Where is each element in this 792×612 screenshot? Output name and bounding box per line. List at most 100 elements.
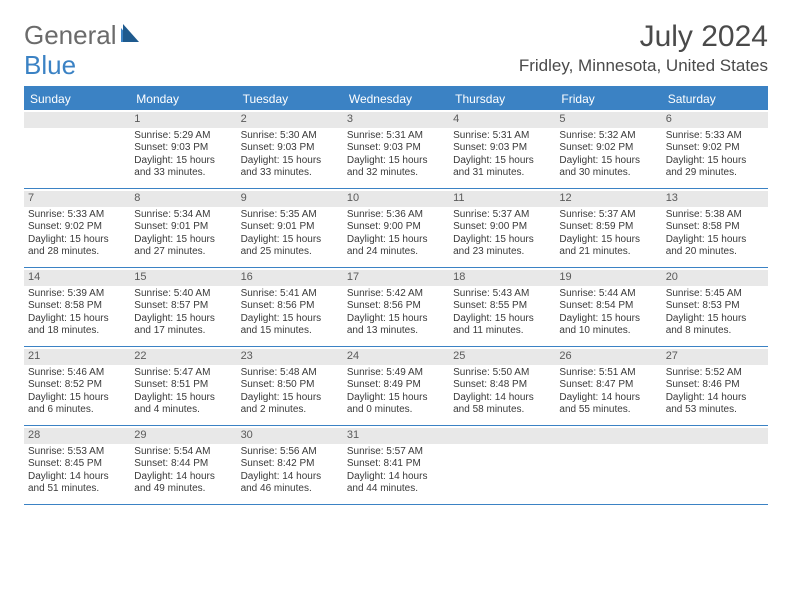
sunrise-text: Sunrise: 5:44 AM <box>559 288 657 301</box>
sunrise-text: Sunrise: 5:39 AM <box>28 288 126 301</box>
calendar-cell: 15Sunrise: 5:40 AMSunset: 8:57 PMDayligh… <box>130 268 236 346</box>
day-number: 6 <box>662 112 768 128</box>
brand-part2: Blue <box>24 50 76 81</box>
sunset-text: Sunset: 9:03 PM <box>453 142 551 155</box>
sunrise-text: Sunrise: 5:29 AM <box>134 130 232 143</box>
calendar-cell: 4 Sunrise: 5:31 AMSunset: 9:03 PMDaylight… <box>449 110 555 188</box>
daylight-text: Daylight: 14 hours and 53 minutes. <box>666 392 764 417</box>
sunset-text: Sunset: 8:58 PM <box>666 221 764 234</box>
daylight-text: Daylight: 14 hours and 46 minutes. <box>241 471 339 496</box>
calendar-cell: 31Sunrise: 5:57 AMSunset: 8:41 PMDayligh… <box>343 426 449 504</box>
calendar-cell: 14Sunrise: 5:39 AMSunset: 8:58 PMDayligh… <box>24 268 130 346</box>
calendar-weeks: 1Sunrise: 5:29 AMSunset: 9:03 PMDaylight… <box>24 110 768 505</box>
brand-logo: General <box>24 20 141 51</box>
sunset-text: Sunset: 9:01 PM <box>134 221 232 234</box>
day-number: 29 <box>130 428 236 444</box>
calendar-week: 7Sunrise: 5:33 AMSunset: 9:02 PMDaylight… <box>24 189 768 268</box>
day-number: 28 <box>24 428 130 444</box>
calendar-cell <box>24 110 130 188</box>
daylight-text: Daylight: 14 hours and 49 minutes. <box>134 471 232 496</box>
calendar-cell <box>555 426 661 504</box>
daylight-text: Daylight: 15 hours and 11 minutes. <box>453 313 551 338</box>
sunrise-text: Sunrise: 5:54 AM <box>134 446 232 459</box>
sunrise-text: Sunrise: 5:40 AM <box>134 288 232 301</box>
sunset-text: Sunset: 8:42 PM <box>241 458 339 471</box>
sunset-text: Sunset: 9:00 PM <box>347 221 445 234</box>
sunset-text: Sunset: 8:54 PM <box>559 300 657 313</box>
sunset-text: Sunset: 8:58 PM <box>28 300 126 313</box>
sunset-text: Sunset: 8:49 PM <box>347 379 445 392</box>
calendar-cell: 17Sunrise: 5:42 AMSunset: 8:56 PMDayligh… <box>343 268 449 346</box>
sunrise-text: Sunrise: 5:31 AM <box>453 130 551 143</box>
day-number <box>449 428 555 444</box>
sunrise-text: Sunrise: 5:46 AM <box>28 367 126 380</box>
daylight-text: Daylight: 15 hours and 31 minutes. <box>453 155 551 180</box>
calendar-cell <box>449 426 555 504</box>
sunrise-text: Sunrise: 5:41 AM <box>241 288 339 301</box>
day-number: 15 <box>130 270 236 286</box>
calendar-cell: 20Sunrise: 5:45 AMSunset: 8:53 PMDayligh… <box>662 268 768 346</box>
sunset-text: Sunset: 8:51 PM <box>134 379 232 392</box>
daylight-text: Daylight: 15 hours and 28 minutes. <box>28 234 126 259</box>
day-header: Friday <box>555 88 661 110</box>
month-title: July 2024 <box>519 20 768 54</box>
brand-part1: General <box>24 20 117 51</box>
daylight-text: Daylight: 14 hours and 55 minutes. <box>559 392 657 417</box>
daylight-text: Daylight: 15 hours and 23 minutes. <box>453 234 551 259</box>
calendar-cell: 1Sunrise: 5:29 AMSunset: 9:03 PMDaylight… <box>130 110 236 188</box>
calendar-cell: 7Sunrise: 5:33 AMSunset: 9:02 PMDaylight… <box>24 189 130 267</box>
sunrise-text: Sunrise: 5:35 AM <box>241 209 339 222</box>
daylight-text: Daylight: 15 hours and 10 minutes. <box>559 313 657 338</box>
sunset-text: Sunset: 8:45 PM <box>28 458 126 471</box>
sunrise-text: Sunrise: 5:30 AM <box>241 130 339 143</box>
daylight-text: Daylight: 15 hours and 15 minutes. <box>241 313 339 338</box>
calendar-week: 21Sunrise: 5:46 AMSunset: 8:52 PMDayligh… <box>24 347 768 426</box>
calendar-cell: 6Sunrise: 5:33 AMSunset: 9:02 PMDaylight… <box>662 110 768 188</box>
day-header: Sunday <box>24 88 130 110</box>
day-number: 26 <box>555 349 661 365</box>
calendar-cell: 23Sunrise: 5:48 AMSunset: 8:50 PMDayligh… <box>237 347 343 425</box>
sunrise-text: Sunrise: 5:49 AM <box>347 367 445 380</box>
day-number: 16 <box>237 270 343 286</box>
calendar-cell: 16Sunrise: 5:41 AMSunset: 8:56 PMDayligh… <box>237 268 343 346</box>
calendar-cell: 19 Sunrise: 5:44 AMSunset: 8:54 PMDayligh… <box>555 268 661 346</box>
sunrise-text: Sunrise: 5:53 AM <box>28 446 126 459</box>
daylight-text: Daylight: 15 hours and 25 minutes. <box>241 234 339 259</box>
sail-icon <box>119 20 141 51</box>
day-number: 21 <box>24 349 130 365</box>
sunset-text: Sunset: 8:46 PM <box>666 379 764 392</box>
daylight-text: Daylight: 14 hours and 44 minutes. <box>347 471 445 496</box>
day-number: 20 <box>662 270 768 286</box>
day-number: 10 <box>343 191 449 207</box>
calendar-week: 1Sunrise: 5:29 AMSunset: 9:03 PMDaylight… <box>24 110 768 189</box>
sunset-text: Sunset: 9:00 PM <box>453 221 551 234</box>
sunrise-text: Sunrise: 5:50 AM <box>453 367 551 380</box>
sunrise-text: Sunrise: 5:51 AM <box>559 367 657 380</box>
day-number: 19 <box>555 270 661 286</box>
calendar-cell: 3Sunrise: 5:31 AMSunset: 9:03 PMDaylight… <box>343 110 449 188</box>
day-header: Wednesday <box>343 88 449 110</box>
day-header: Thursday <box>449 88 555 110</box>
sunset-text: Sunset: 8:56 PM <box>347 300 445 313</box>
day-number: 14 <box>24 270 130 286</box>
calendar-cell: 10Sunrise: 5:36 AMSunset: 9:00 PMDayligh… <box>343 189 449 267</box>
day-number: 4 <box>449 112 555 128</box>
sunset-text: Sunset: 8:41 PM <box>347 458 445 471</box>
calendar-cell: 9Sunrise: 5:35 AMSunset: 9:01 PMDaylight… <box>237 189 343 267</box>
daylight-text: Daylight: 15 hours and 0 minutes. <box>347 392 445 417</box>
day-number: 7 <box>24 191 130 207</box>
sunrise-text: Sunrise: 5:38 AM <box>666 209 764 222</box>
day-number <box>662 428 768 444</box>
title-block: July 2024 Fridley, Minnesota, United Sta… <box>519 20 768 76</box>
day-number: 30 <box>237 428 343 444</box>
day-number: 8 <box>130 191 236 207</box>
calendar-cell: 5Sunrise: 5:32 AMSunset: 9:02 PMDaylight… <box>555 110 661 188</box>
day-number: 18 <box>449 270 555 286</box>
day-number: 24 <box>343 349 449 365</box>
calendar-cell: 8Sunrise: 5:34 AMSunset: 9:01 PMDaylight… <box>130 189 236 267</box>
sunrise-text: Sunrise: 5:52 AM <box>666 367 764 380</box>
daylight-text: Daylight: 15 hours and 20 minutes. <box>666 234 764 259</box>
calendar-cell <box>662 426 768 504</box>
day-number: 5 <box>555 112 661 128</box>
sunset-text: Sunset: 9:03 PM <box>347 142 445 155</box>
